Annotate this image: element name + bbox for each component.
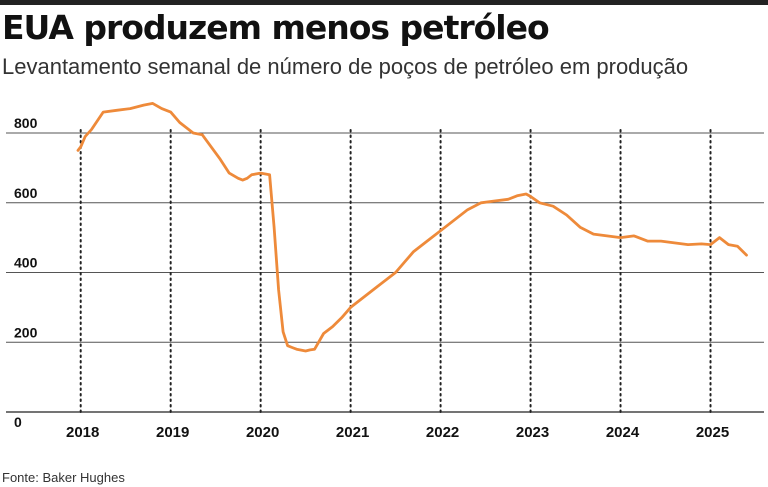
- x-tick-label: 2025: [696, 424, 729, 441]
- chart-subtitle: Levantamento semanal de número de poços …: [2, 54, 689, 79]
- y-tick-label: 0: [14, 414, 22, 430]
- x-tick-label: 2018: [66, 424, 99, 441]
- y-tick-label: 600: [14, 185, 38, 201]
- chart-title: EUA produzem menos petróleo: [2, 8, 550, 47]
- y-tick-label: 400: [14, 255, 38, 271]
- x-tick-label: 2024: [606, 424, 640, 441]
- top-rule: [0, 0, 768, 5]
- series-line: [76, 102, 748, 353]
- x-tick-label: 2019: [156, 424, 189, 441]
- source-note: Fonte: Baker Hughes: [2, 470, 125, 485]
- x-tick-label: 2022: [426, 424, 459, 441]
- x-tick-label: 2023: [516, 424, 549, 441]
- y-tick-label: 800: [14, 115, 38, 131]
- y-tick-label: 200: [14, 324, 38, 340]
- x-tick-label: 2020: [246, 424, 279, 441]
- x-tick-label: 2021: [336, 424, 369, 441]
